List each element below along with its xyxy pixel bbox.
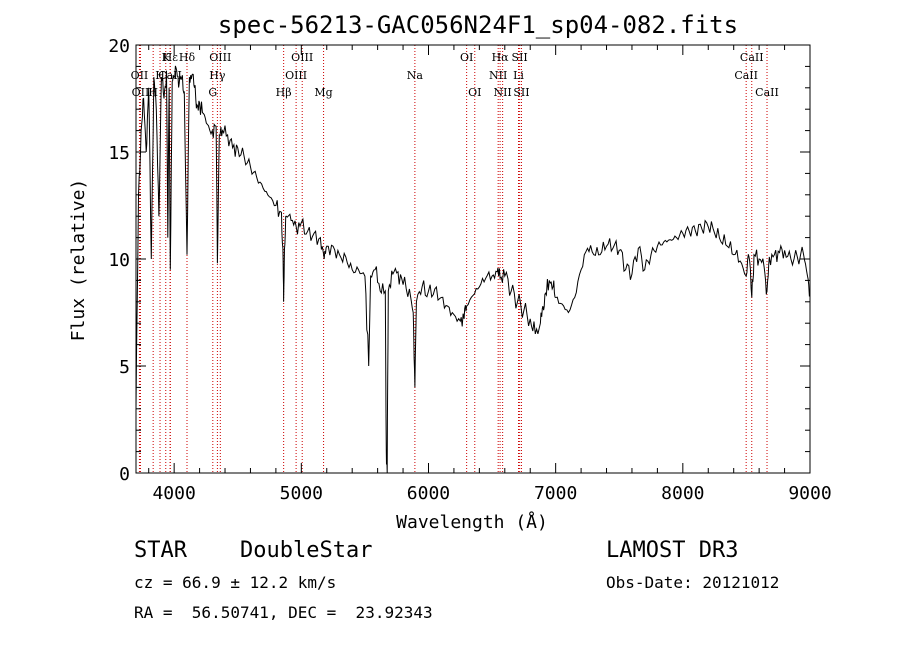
object-class: STAR [134,538,187,563]
x-axis-ticks: 4000 5000 6000 7000 8000 9000 [148,45,832,504]
line-label-9: OII [131,69,149,82]
spectrum-series-line [135,65,811,474]
x-tick-label: 7000 [534,483,577,504]
line-label-3: OIII [209,51,231,64]
chart-title: spec-56213-GAC056N24F1_sp04-082.fits [218,11,738,39]
line-label-23: OI [468,86,481,99]
line-label-12: Hγ [209,69,226,82]
y-axis-label: Flux (relative) [68,179,89,342]
x-tick-label: 9000 [788,483,831,504]
x-tick-label: 6000 [407,483,450,504]
line-label-13: OIII [285,69,307,82]
line-label-7: SII [512,51,528,64]
line-label-25: SII [513,86,529,99]
line-label-4: OIII [291,51,313,64]
redshift-velocity: cz = 66.9 ± 12.2 km/s [134,573,337,592]
x-tick-label: 4000 [152,483,195,504]
line-label-17: CaII [734,69,758,82]
line-label-16: Li [513,69,524,82]
x-axis-label: Wavelength (Å) [396,511,548,533]
y-tick-label: 10 [108,250,130,271]
coordinates: RA = 56.50741, DEC = 23.92343 [134,603,433,622]
observation-date: Obs-Date: 20121012 [606,573,780,592]
line-label-15: NII [489,69,507,82]
line-label-1: K [162,51,171,64]
line-label-22: Mg [314,86,332,99]
x-tick-label: 5000 [280,483,323,504]
object-subclass: DoubleStar [240,538,373,563]
line-label-5: OI [460,51,473,64]
survey-name: LAMOST DR3 [606,538,739,563]
line-label-10: H [155,69,165,82]
y-tick-label: 5 [119,357,130,378]
x-tick-label: 8000 [661,483,704,504]
y-axis-ticks: 0 5 10 15 20 [108,36,810,485]
line-label-8: CaII [740,51,764,64]
line-label-26: CaII [755,86,779,99]
y-tick-label: 0 [119,464,130,485]
line-markers [138,45,768,473]
line-label-2: Hδ [179,51,196,64]
plot-frame [135,44,811,474]
line-label-20: G [208,86,217,99]
line-label-6: Hα [492,51,510,64]
line-label-21: Hβ [276,86,292,99]
line-label-24: NII [493,86,511,99]
line-label-14: Na [407,69,424,82]
line-label-11: CaII [158,69,182,82]
y-tick-label: 15 [108,143,130,164]
y-tick-label: 20 [108,36,130,57]
